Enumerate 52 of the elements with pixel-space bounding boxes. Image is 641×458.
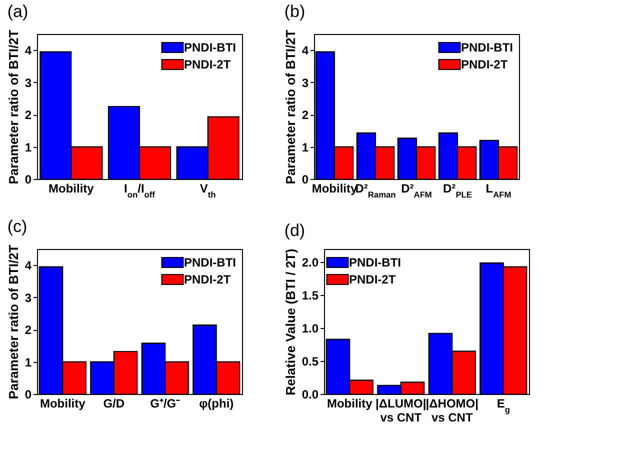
x-tick-label: |ΔLUMO| vs CNT — [376, 396, 426, 424]
chart-title: (c) — [7, 217, 28, 236]
x-tick-label: G/D — [103, 396, 125, 410]
legend-label: PNDI-BTI — [184, 40, 236, 54]
y-tick-label: 1 — [302, 140, 309, 154]
x-tick-label: L$_{AFM}$ — [486, 182, 512, 200]
y-tick-label: 2.0 — [302, 256, 319, 270]
legend-label: PNDI-BTI — [349, 256, 401, 270]
x-tick-label: |ΔHOMO| vs CNT — [426, 396, 478, 424]
x-tick-label: Mobility — [326, 396, 373, 410]
legend-label: PNDI-2T — [461, 58, 508, 72]
y-tick-label: 0 — [24, 172, 32, 186]
chart-title: (d) — [284, 221, 306, 240]
x-tick-label: G⁺/G⁻ — [150, 396, 180, 410]
legend-label: PNDI-2T — [349, 272, 396, 286]
x-tick-label: I$_{on}$/I$_{off}$ — [124, 182, 156, 200]
y-tick-label: 2 — [24, 108, 32, 122]
x-tick-label: V$_{th}$ — [200, 182, 216, 200]
x-tick-label: φ(phi) — [199, 396, 234, 410]
x-tick-label: D²$_{PLE}$ — [443, 182, 472, 200]
legend-label: PNDI-BTI — [461, 40, 513, 54]
y-axis-title: Parameter ratio of BTI/2T — [282, 30, 298, 184]
y-tick-label: 4 — [302, 44, 309, 58]
y-tick-label: 1 — [24, 355, 32, 370]
legend-label: PNDI-2T — [184, 58, 232, 72]
chart-title: (b) — [284, 2, 306, 22]
y-axis-title: Parameter ratio of BTI/2T — [6, 30, 21, 184]
y-tick-label: 0.0 — [302, 388, 319, 402]
y-tick-label: 3 — [24, 290, 32, 305]
x-tick-label: Mobility — [40, 396, 86, 410]
legend-label: PNDI-BTI — [184, 256, 236, 270]
y-axis-title: Parameter ratio of BTI/2T — [6, 244, 21, 400]
x-tick-label: D²$_{AFM}$ — [401, 182, 432, 200]
y-tick-label: 1.5 — [302, 288, 319, 303]
legend-label: PNDI-2T — [184, 272, 232, 286]
y-tick-label: 1 — [24, 140, 32, 154]
x-tick-label: D²$_{Raman}$ — [355, 182, 396, 200]
chart-title: (a) — [7, 2, 28, 22]
x-tick-label: Mobility — [48, 182, 94, 196]
y-tick-label: 0 — [24, 388, 32, 402]
y-tick-label: 2 — [302, 108, 309, 122]
y-tick-label: 3 — [24, 76, 32, 90]
y-tick-label: 3 — [302, 76, 309, 90]
x-tick-label: Mobility — [312, 182, 358, 196]
y-tick-label: 0 — [302, 172, 309, 186]
y-tick-label: 4 — [24, 44, 32, 58]
y-tick-label: 4 — [24, 258, 32, 273]
y-tick-label: 1.0 — [302, 322, 319, 336]
y-axis-title: Relative Value (BTI / 2T) — [282, 248, 298, 396]
y-tick-label: 0.5 — [302, 354, 319, 369]
y-tick-label: 2 — [24, 323, 32, 338]
x-tick-label: E$_{g}$ — [496, 396, 510, 414]
